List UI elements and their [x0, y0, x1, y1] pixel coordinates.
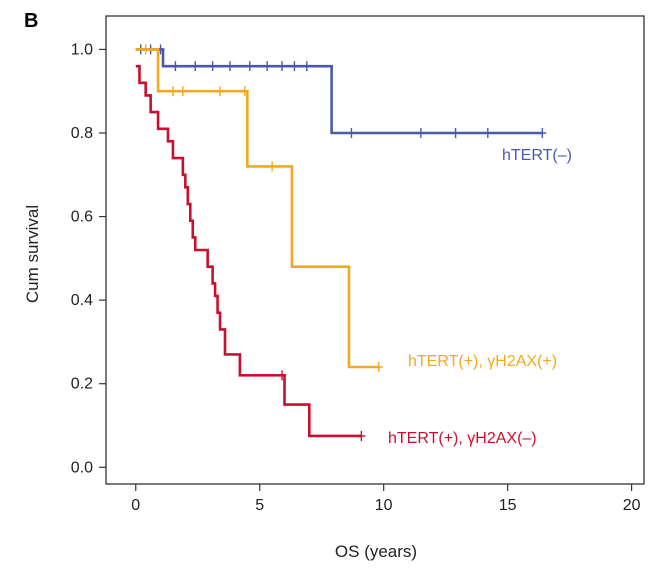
- censor-mark: [357, 430, 366, 441]
- series-1: [135, 44, 383, 372]
- x-axis-title: OS (years): [335, 542, 417, 561]
- censor-mark: [278, 61, 287, 72]
- censor-mark: [290, 61, 299, 72]
- y-axis: 0.0 0.2 0.4 0.6 0.8 1.0: [71, 41, 106, 476]
- x-tick-label: 20: [623, 497, 641, 514]
- series-label-hTERT-pos-gH2AX-neg: hTERT(+), γH2AX(–): [388, 430, 537, 447]
- y-tick-label: 0.0: [71, 459, 93, 476]
- censor-mark: [374, 362, 383, 372]
- censor-mark: [191, 61, 200, 72]
- x-tick-label: 15: [499, 497, 517, 514]
- censor-mark: [302, 61, 311, 72]
- censor-mark: [416, 128, 425, 138]
- censor-mark: [208, 61, 217, 72]
- censor-mark: [451, 128, 460, 138]
- x-axis: 0 5 10 15 20: [131, 484, 641, 514]
- series-label-hTERT-pos-gH2AX-pos: hTERT(+), γH2AX(+): [408, 353, 557, 370]
- plot-frame: [105, 15, 645, 485]
- censor-mark: [171, 61, 180, 72]
- censor-mark: [178, 86, 187, 97]
- censor-mark: [347, 128, 356, 138]
- censor-mark: [216, 86, 225, 97]
- censor-mark: [483, 128, 492, 138]
- panel-label: B: [24, 10, 38, 32]
- y-tick-label: 0.2: [71, 376, 93, 393]
- series-2: [135, 64, 366, 441]
- y-tick-label: 0.4: [71, 292, 93, 309]
- censor-mark: [263, 61, 272, 72]
- censor-mark: [168, 86, 177, 97]
- y-tick-label: 1.0: [71, 41, 93, 58]
- survival-curves: [135, 44, 547, 441]
- y-tick-label: 0.6: [71, 209, 93, 226]
- censor-mark: [240, 86, 249, 97]
- censor-mark: [278, 370, 287, 381]
- x-tick-label: 5: [255, 497, 264, 514]
- x-tick-label: 10: [375, 497, 393, 514]
- y-tick-label: 0.8: [71, 125, 93, 142]
- series-label-hTERT-neg: hTERT(–): [502, 147, 572, 164]
- survival-step-line: [135, 64, 362, 438]
- y-axis-title: Cum survival: [23, 205, 42, 303]
- x-tick-label: 0: [131, 497, 140, 514]
- censor-mark: [225, 61, 234, 72]
- censor-mark: [268, 161, 277, 172]
- series-labels: hTERT(–) hTERT(+), γH2AX(+) hTERT(+), γH…: [388, 147, 572, 447]
- censor-mark: [538, 128, 547, 138]
- censor-mark: [141, 44, 150, 55]
- censor-mark: [245, 61, 254, 72]
- survival-step-line: [135, 48, 379, 369]
